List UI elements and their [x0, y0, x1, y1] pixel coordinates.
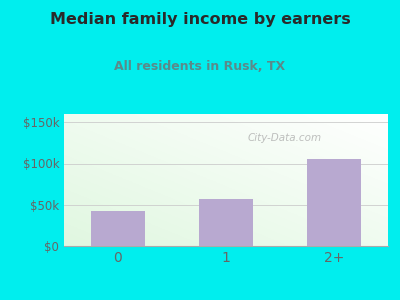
Bar [199, 199, 253, 246]
Bar [307, 159, 361, 246]
Text: City-Data.com: City-Data.com [247, 133, 321, 143]
Text: All residents in Rusk, TX: All residents in Rusk, TX [114, 60, 286, 73]
Text: Median family income by earners: Median family income by earners [50, 12, 350, 27]
Bar [91, 211, 145, 246]
